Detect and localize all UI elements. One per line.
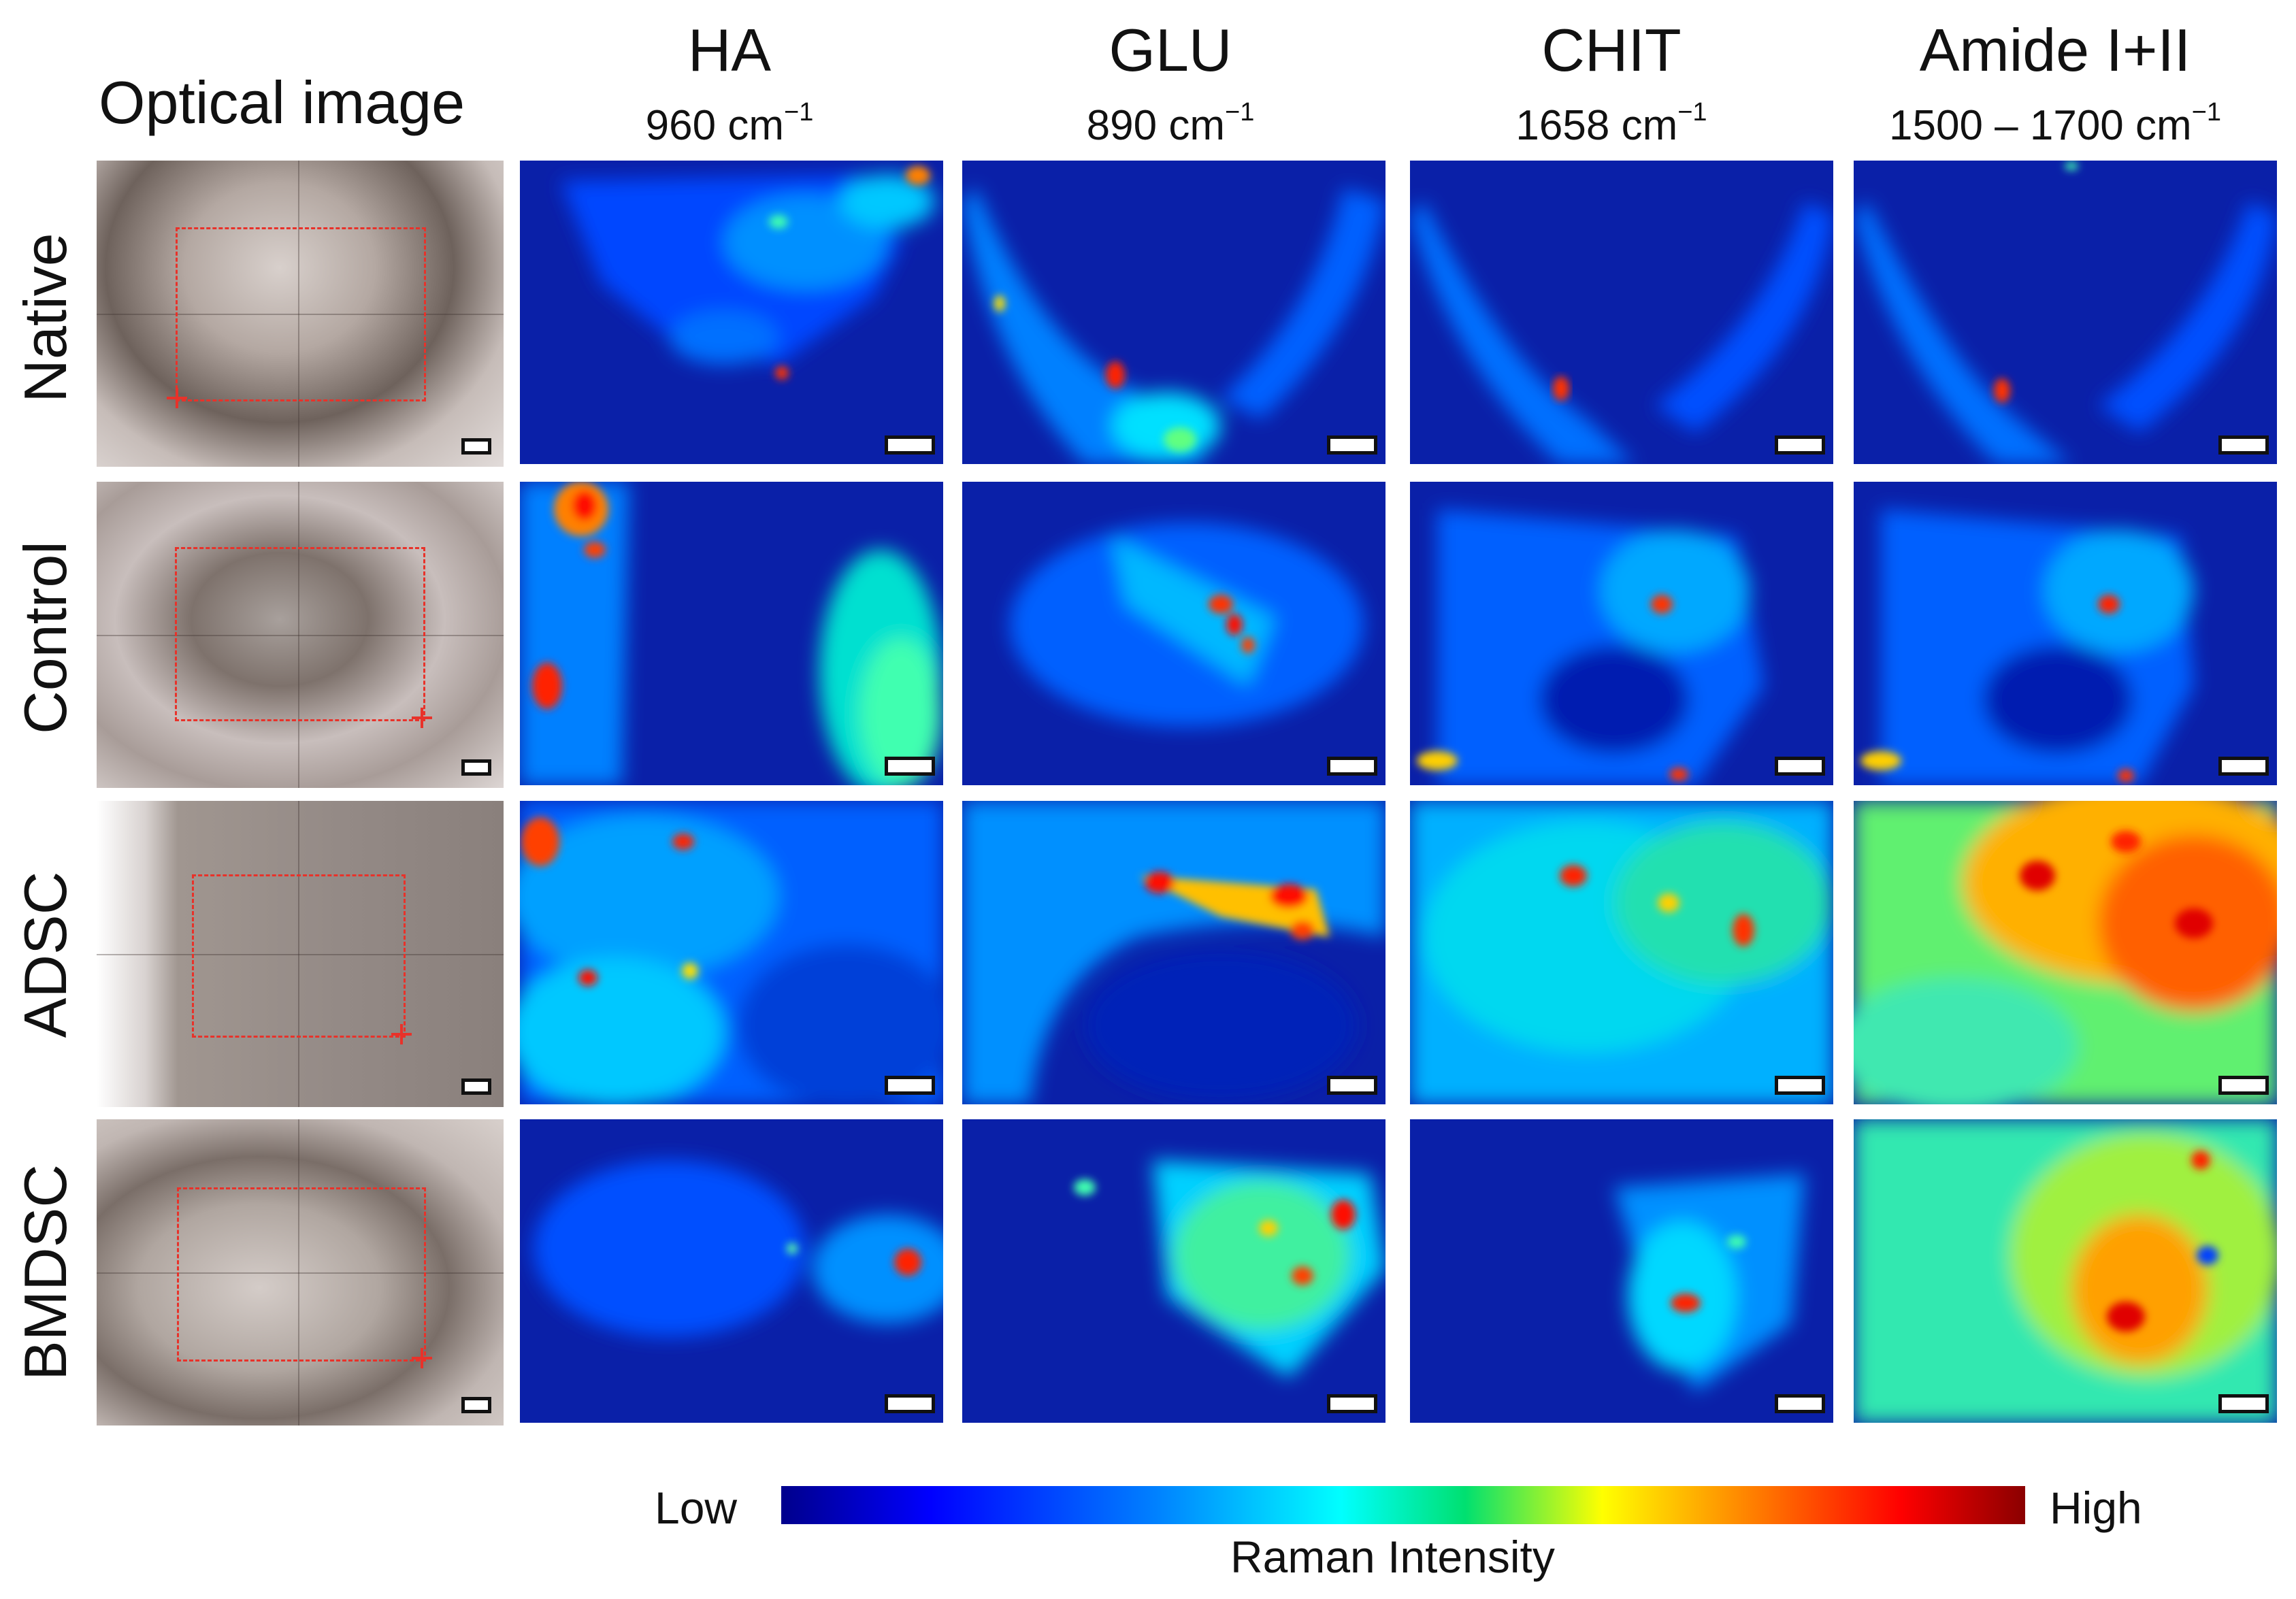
row-label-bmdsc: BMDSC: [12, 1164, 79, 1381]
raman-map-native-glu: [962, 161, 1385, 464]
scale-bar: [2218, 1394, 2269, 1413]
optical-image-bmdsc: [97, 1119, 504, 1425]
raman-map-bmdsc-glu: [962, 1119, 1385, 1423]
colorbar-low-label: Low: [655, 1483, 738, 1533]
row-label-control: Control: [12, 541, 79, 734]
raman-map-control-ha: [520, 482, 943, 785]
glu-header: GLU 890 cm−1: [953, 19, 1388, 150]
scale-bar: [1327, 1076, 1377, 1095]
amide-title: Amide I+II: [1919, 16, 2191, 84]
scale-bar: [885, 1076, 935, 1095]
raman-map-bmdsc-amide: [1854, 1119, 2277, 1423]
raman-map-adsc-chit: [1410, 801, 1833, 1104]
crosshair-icon: [167, 388, 187, 408]
scale-bar: [885, 1394, 935, 1413]
crosshair-icon: [412, 1348, 432, 1368]
raman-map-adsc-glu: [962, 801, 1385, 1104]
scale-bar: [1327, 435, 1377, 455]
ha-header: HA 960 cm−1: [512, 19, 947, 150]
roi-rectangle: [192, 874, 406, 1038]
amide-wavenumber: 1500 – 1700 cm−1: [1889, 98, 2221, 149]
scale-bar: [461, 759, 491, 776]
raman-map-control-amide: [1854, 482, 2277, 785]
glu-title: GLU: [1109, 16, 1232, 84]
optical-image-header: Optical image: [99, 69, 465, 136]
scale-bar: [885, 757, 935, 776]
chit-wavenumber: 1658 cm−1: [1515, 98, 1707, 149]
scale-bar: [1775, 1076, 1825, 1095]
scale-bar: [461, 1078, 491, 1095]
scale-bar: [461, 438, 491, 455]
ha-wavenumber: 960 cm−1: [645, 98, 814, 149]
raman-map-adsc-amide: [1854, 801, 2277, 1104]
raman-map-control-glu: [962, 482, 1385, 785]
roi-rectangle: [175, 547, 425, 721]
optical-image-control: [97, 482, 504, 788]
roi-rectangle: [177, 1187, 426, 1362]
chit-title: CHIT: [1541, 16, 1682, 84]
scale-bar: [1775, 435, 1825, 455]
scale-bar: [1775, 1394, 1825, 1413]
optical-image-adsc: [97, 801, 504, 1107]
scale-bar: [2218, 1076, 2269, 1095]
colorbar-title: Raman Intensity: [1230, 1532, 1555, 1582]
optical-image-native: [97, 161, 504, 467]
roi-rectangle: [176, 227, 426, 401]
scale-bar: [2218, 757, 2269, 776]
glu-wavenumber: 890 cm−1: [1086, 98, 1255, 149]
scale-bar: [1327, 757, 1377, 776]
raman-map-bmdsc-ha: [520, 1119, 943, 1423]
crosshair-icon: [412, 708, 432, 728]
raman-map-native-ha: [520, 161, 943, 464]
scale-bar: [2218, 435, 2269, 455]
colorbar-high-label: High: [2050, 1483, 2142, 1533]
raman-map-adsc-ha: [520, 801, 943, 1104]
scale-bar: [885, 435, 935, 455]
raman-map-bmdsc-chit: [1410, 1119, 1833, 1423]
row-label-adsc: ADSC: [12, 871, 79, 1038]
scale-bar: [461, 1397, 491, 1413]
colorbar: [781, 1486, 2025, 1524]
ha-title: HA: [687, 16, 772, 84]
crosshair-icon: [391, 1024, 412, 1044]
scale-bar: [1327, 1394, 1377, 1413]
raman-map-native-chit: [1410, 161, 1833, 464]
raman-map-control-chit: [1410, 482, 1833, 785]
row-label-native: Native: [12, 233, 79, 403]
chit-header: CHIT 1658 cm−1: [1394, 19, 1829, 150]
scale-bar: [1775, 757, 1825, 776]
raman-map-native-amide: [1854, 161, 2277, 464]
amide-header: Amide I+II 1500 – 1700 cm−1: [1837, 19, 2273, 150]
